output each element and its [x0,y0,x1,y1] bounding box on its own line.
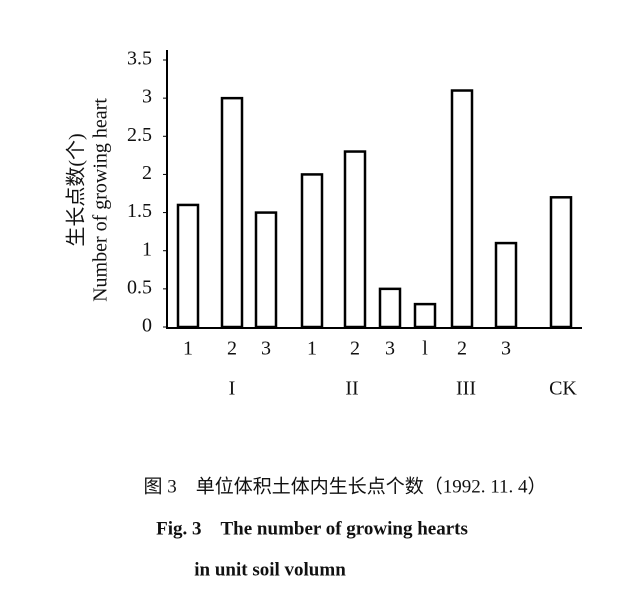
bar [413,302,437,329]
y-tick-label: 0 [142,315,152,337]
y-tick-label: 3 [142,86,152,108]
caption: 图 3 单位体积土体内生长点个数（1992. 11. 4） [143,475,546,497]
bar [343,150,367,329]
caption: in unit soil volumn [194,559,346,580]
y-axis-label: Number of growing heart [90,98,112,302]
group-label: II [345,378,358,400]
bar [176,203,200,329]
x-tick-label: 3 [385,338,395,360]
group-label: III [456,378,476,400]
bar [254,211,278,329]
y-tick-label: 0.5 [127,276,152,298]
y-tick-label: 1.5 [127,200,152,222]
x-tick-label: l [422,338,428,360]
bar [494,241,518,329]
caption: Fig. 3 The number of growing hearts [156,518,468,539]
bar [300,173,324,329]
y-axis-label: 生长点数(个) [65,133,88,246]
bar [220,96,244,329]
x-tick-label: 3 [261,338,271,360]
x-tick-label: 2 [457,338,467,360]
bar [450,89,474,329]
x-tick-label: 1 [183,338,193,360]
bar [378,287,402,329]
y-tick-label: 3.5 [127,48,152,70]
group-label: CK [549,378,577,400]
x-tick-label: 1 [307,338,317,360]
group-label: I [229,378,236,400]
y-tick-label: 2.5 [127,124,152,146]
x-tick-label: 3 [501,338,511,360]
x-tick-label: 2 [350,338,360,360]
y-tick-label: 2 [142,162,152,184]
y-tick-label: 1 [142,238,152,260]
x-tick-label: 2 [227,338,237,360]
bar [549,196,573,329]
